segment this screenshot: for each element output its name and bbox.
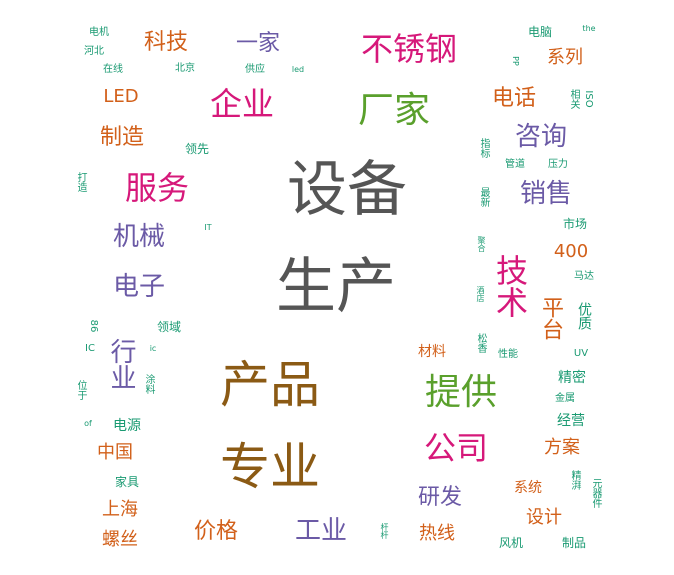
word: 北京 — [175, 63, 195, 74]
word: 领先 — [184, 142, 210, 156]
word: 价格 — [193, 519, 239, 544]
word: 制造 — [99, 125, 145, 150]
word: 杆杆 — [380, 523, 389, 539]
word: ic — [149, 344, 157, 353]
word: 提供 — [424, 372, 498, 413]
word: UV — [573, 348, 589, 359]
word: 经营 — [557, 413, 585, 429]
word: IT — [204, 223, 212, 232]
word: 河北 — [84, 46, 104, 57]
word: 供应 — [245, 64, 265, 75]
word: 中国 — [97, 442, 133, 463]
word: 86 — [88, 319, 99, 333]
word: 指标 — [478, 138, 489, 158]
word: 涂料 — [143, 374, 154, 394]
word: 服务 — [124, 169, 190, 207]
word: 相关 — [568, 89, 579, 109]
word: 设备 — [287, 155, 407, 225]
word: 技术 — [491, 254, 529, 318]
word: of — [84, 419, 92, 428]
word: 材料 — [418, 344, 446, 360]
word: 方案 — [544, 437, 580, 458]
word: 设计 — [526, 507, 562, 528]
word: 最新 — [478, 187, 489, 207]
word: 管道 — [505, 159, 525, 170]
word: 金属 — [555, 393, 575, 404]
word: 位于 — [75, 380, 86, 400]
word: 松香 — [475, 333, 486, 353]
word: 系列 — [547, 47, 583, 68]
word: 性能 — [498, 349, 518, 360]
word: 机械 — [112, 222, 166, 252]
word: 一家 — [235, 31, 281, 56]
word: 研发 — [417, 485, 463, 510]
word: 电子 — [112, 272, 166, 302]
word: 电话 — [491, 86, 537, 111]
word: 电机 — [89, 27, 109, 38]
word: 生产 — [276, 252, 396, 322]
word: 不锈钢 — [360, 30, 458, 68]
word: 打造 — [75, 172, 86, 192]
word: 热线 — [419, 523, 455, 544]
word: PP — [511, 56, 520, 66]
word: 销售 — [519, 179, 573, 209]
word: 工业 — [294, 516, 348, 546]
word: 风机 — [498, 536, 524, 550]
word: 马达 — [574, 271, 594, 282]
word: 电脑 — [527, 25, 553, 39]
word: 优质 — [576, 302, 592, 330]
word: the — [582, 24, 596, 33]
word: 螺丝 — [102, 529, 138, 550]
word: 电源 — [113, 418, 141, 434]
word: LED — [103, 86, 139, 107]
word: 在线 — [103, 64, 123, 75]
word: 压力 — [548, 159, 568, 170]
word: 公司 — [423, 429, 489, 467]
word: 上海 — [102, 499, 138, 520]
word: 精湃 — [569, 470, 580, 490]
word: 领域 — [156, 320, 182, 334]
word: 400 — [553, 241, 589, 262]
word: IC — [85, 343, 95, 354]
word: 酒店 — [476, 286, 485, 302]
word: 元器件 — [590, 478, 601, 508]
word: ISO — [583, 90, 594, 108]
word: led — [291, 65, 305, 74]
word: 科技 — [143, 30, 189, 55]
word: 行业 — [106, 338, 136, 390]
word: 咨询 — [514, 122, 568, 152]
word: 制品 — [561, 536, 587, 550]
word: 市场 — [562, 217, 588, 231]
word: 聚合 — [477, 236, 486, 252]
word: 产品 — [220, 356, 320, 414]
word: 企业 — [209, 85, 275, 123]
word: 家具 — [114, 475, 140, 489]
word: 精密 — [558, 370, 586, 386]
word: 平台 — [538, 296, 563, 340]
word: 专业 — [220, 438, 320, 496]
word: 系统 — [514, 480, 542, 496]
word: 厂家 — [357, 90, 431, 131]
